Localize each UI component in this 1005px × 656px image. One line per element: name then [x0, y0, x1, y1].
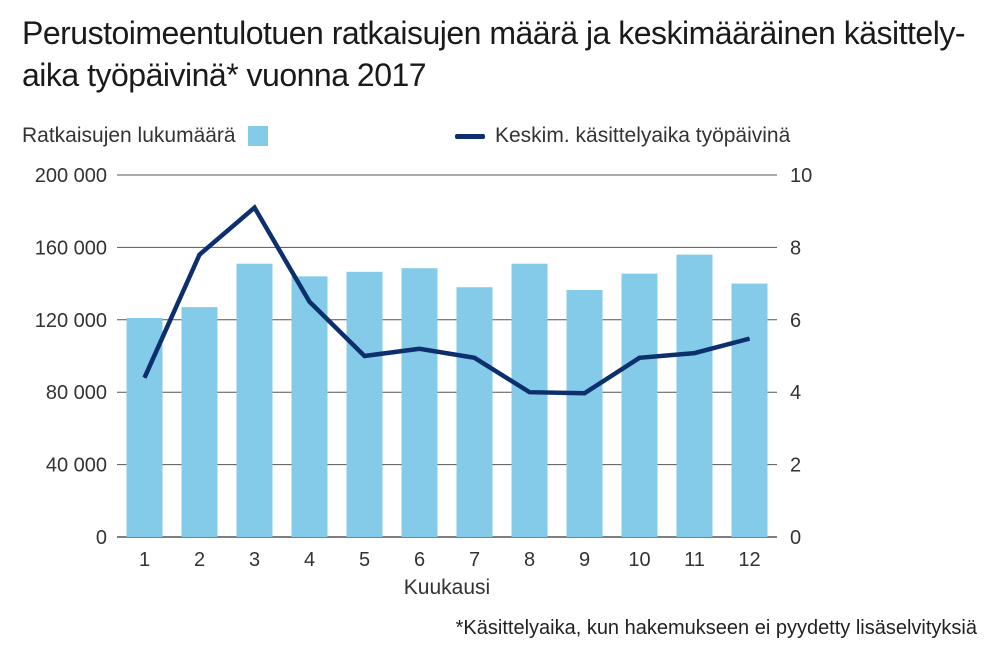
legend-bars-label: Ratkaisujen lukumäärä [22, 124, 236, 147]
bar [731, 283, 768, 537]
line-point [639, 357, 640, 359]
line-point [199, 254, 200, 256]
x-tick-label: 12 [738, 549, 760, 571]
line-point [419, 348, 420, 350]
right-axis-ticks: 0 2 4 6 8 10 [790, 165, 812, 549]
x-tick-label: 3 [249, 549, 260, 571]
chart-title: Perustoimeentulotuen ratkaisujen määrä j… [22, 15, 965, 93]
legend-bars: Ratkaisujen lukumäärä [22, 124, 268, 148]
bar-series [126, 254, 768, 537]
line-point [584, 392, 585, 394]
line-point [309, 301, 310, 303]
bar [181, 307, 218, 537]
bar [566, 289, 603, 537]
bar [401, 268, 438, 537]
left-axis-ticks: 0 40 000 80 000 120 000 160 000 200 000 [35, 165, 107, 549]
line-series [142, 204, 751, 396]
y-left-tick-label: 80 000 [46, 382, 107, 404]
bar [511, 263, 548, 537]
x-tick-label: 9 [579, 549, 590, 571]
x-tick-label: 7 [469, 549, 480, 571]
gridlines [117, 174, 777, 538]
x-tick-label: 4 [304, 549, 315, 571]
y-left-tick-label: 200 000 [35, 165, 107, 187]
legend-line-label: Keskim. käsittelyaika työpäivinä [495, 124, 791, 147]
y-right-tick-label: 2 [790, 455, 801, 477]
x-tick-label: 2 [194, 549, 205, 571]
bar [346, 271, 383, 537]
bar [676, 254, 713, 537]
line-point [364, 355, 365, 357]
x-tick-label: 5 [359, 549, 370, 571]
x-axis-ticks: 1 2 3 4 5 6 7 8 9 10 11 12 [139, 549, 761, 571]
y-right-tick-label: 10 [790, 165, 812, 187]
bar [236, 263, 273, 537]
x-axis-label: Kuukausi [404, 576, 490, 599]
bar [456, 287, 493, 537]
line-point [474, 357, 475, 359]
y-right-tick-label: 6 [790, 310, 801, 332]
line-point [254, 207, 255, 209]
y-left-tick-label: 0 [96, 527, 107, 549]
x-tick-label: 11 [684, 549, 705, 571]
y-left-tick-label: 160 000 [35, 237, 107, 259]
line-point [144, 377, 145, 379]
line-point [529, 391, 530, 393]
y-right-tick-label: 0 [790, 527, 801, 549]
y-left-tick-label: 120 000 [35, 310, 107, 332]
line-path [142, 204, 751, 396]
legend-line: Keskim. käsittelyaika työpäivinä [455, 124, 790, 148]
bar [621, 273, 658, 537]
x-tick-label: 6 [414, 549, 425, 571]
x-tick-label: 8 [524, 549, 535, 571]
legend-bars-swatch [247, 126, 268, 146]
y-left-tick-label: 40 000 [46, 455, 107, 477]
line-point [694, 352, 695, 354]
line-point [749, 338, 750, 340]
x-tick-label: 1 [139, 549, 150, 571]
y-right-tick-label: 8 [790, 237, 801, 259]
bar [291, 276, 328, 537]
y-right-tick-label: 4 [790, 382, 801, 404]
x-tick-label: 10 [628, 549, 650, 571]
legend-line-swatch [455, 133, 485, 139]
footnote: *Käsittelyaika, kun hakemukseen ei pyyde… [455, 617, 977, 639]
